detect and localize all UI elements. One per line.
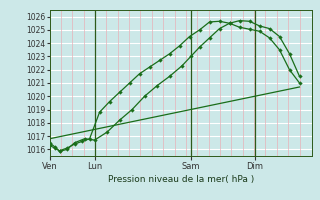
X-axis label: Pression niveau de la mer( hPa ): Pression niveau de la mer( hPa ) (108, 175, 254, 184)
